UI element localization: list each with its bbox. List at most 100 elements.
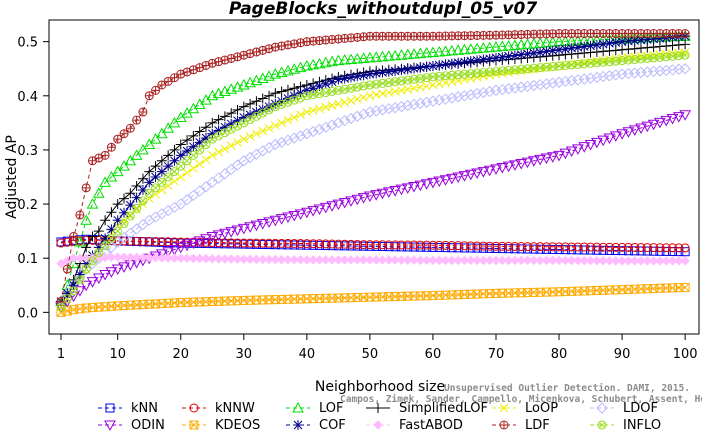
data-point-odin (326, 201, 338, 212)
data-point-odin (313, 204, 326, 215)
data-point-ldof (370, 105, 382, 117)
data-point-cof (390, 65, 401, 76)
data-point-knnw (611, 242, 621, 252)
legend-swatch-marker (189, 403, 199, 413)
data-point-lof (401, 48, 414, 60)
data-point-fastabod (125, 252, 136, 263)
data-point-fastabod (459, 255, 470, 266)
data-point-odin (193, 236, 206, 247)
data-point-odin (288, 210, 301, 222)
data-point-ldof (641, 66, 654, 78)
data-point-inflo (169, 167, 179, 177)
data-point-ldof (351, 110, 364, 123)
data-point-knnw (409, 240, 419, 250)
legend-label-knnw: kNNW (215, 401, 255, 416)
data-point-cof (522, 48, 533, 59)
data-point-knn (560, 245, 570, 255)
data-point-loop (220, 144, 230, 154)
x-tick-label: 90 (614, 347, 631, 362)
data-point-ldof (294, 130, 307, 142)
data-point-odin (458, 171, 471, 182)
data-point-cof (434, 60, 445, 71)
data-point-fastabod (661, 256, 671, 266)
data-point-cof (295, 88, 306, 99)
data-point-knn (441, 243, 451, 253)
data-point-inflo (535, 63, 545, 73)
data-point-ldf (81, 183, 91, 193)
data-point-ldof (509, 82, 521, 94)
data-point-knnw (535, 242, 545, 252)
data-point-knnw (302, 239, 312, 249)
data-point-fastabod (226, 254, 236, 264)
data-point-cof (119, 207, 130, 218)
data-point-ldf (88, 156, 98, 166)
data-point-odin (622, 127, 635, 138)
data-point-odin (401, 183, 414, 194)
data-point-fastabod (440, 255, 451, 266)
data-point-ldof (86, 257, 99, 270)
watermark-line-1: Unsupervised Outlier Detection. DAMI, 20… (444, 383, 690, 394)
data-point-simplifiedlof (131, 181, 142, 192)
data-point-odin (187, 238, 200, 250)
data-point-fastabod (106, 252, 117, 263)
data-point-knn (541, 244, 551, 254)
data-point-odin (332, 199, 345, 211)
data-point-knnw (396, 240, 406, 250)
data-point-lof (364, 51, 376, 63)
data-point-odin (572, 144, 584, 155)
data-point-odin (237, 223, 250, 235)
data-point-ldof (565, 74, 578, 87)
data-point-ldof (395, 100, 408, 113)
data-point-lof (389, 49, 401, 61)
data-point-ldof (269, 138, 282, 151)
series-markers-lof (55, 30, 691, 307)
data-point-simplifiedlof (106, 207, 117, 218)
data-point-odin (666, 114, 679, 125)
data-point-ldf (132, 115, 142, 125)
data-point-lof (149, 133, 162, 144)
legend-entry-ldf: LDF (492, 418, 550, 433)
data-point-inflo (100, 241, 110, 251)
legend-entry-lof: LOF (286, 401, 344, 416)
data-point-inflo (548, 62, 558, 72)
data-point-fastabod (566, 255, 577, 266)
data-point-cof (125, 200, 136, 211)
data-point-loop (176, 172, 186, 182)
data-point-fastabod (169, 253, 180, 263)
data-point-lof (319, 56, 332, 68)
data-point-odin (225, 227, 238, 238)
data-point-cof (352, 71, 363, 82)
data-point-odin (338, 197, 351, 209)
data-point-knn (529, 244, 539, 254)
data-point-fastabod (548, 255, 558, 266)
data-point-inflo (75, 275, 85, 285)
data-point-loop (277, 118, 286, 128)
data-point-fastabod (113, 252, 123, 262)
legend-swatch-marker (499, 420, 509, 430)
data-point-lof (521, 38, 534, 49)
data-point-cof (150, 172, 161, 182)
legend-swatch-marker (105, 403, 115, 413)
data-point-odin (591, 137, 603, 149)
data-point-knnw (352, 239, 362, 249)
data-point-lof (326, 55, 338, 67)
data-point-cof (339, 73, 350, 84)
data-point-ldof (332, 117, 345, 129)
data-point-fastabod (308, 255, 318, 265)
data-point-fastabod (667, 256, 678, 266)
data-point-cof (642, 34, 653, 45)
data-point-fastabod (232, 254, 243, 264)
data-point-knnw (523, 242, 533, 252)
data-point-odin (282, 212, 294, 224)
data-point-fastabod (346, 255, 356, 265)
data-point-cof (402, 64, 413, 75)
data-point-simplifiedlof (169, 144, 180, 155)
data-point-fastabod (188, 253, 199, 264)
data-point-cof (169, 155, 180, 166)
data-point-fastabod (239, 254, 249, 264)
data-point-ldof (559, 75, 572, 88)
data-point-cof (364, 69, 375, 80)
data-point-lof (464, 43, 477, 54)
data-point-odin (263, 217, 275, 228)
series-markers-odin (55, 110, 691, 313)
